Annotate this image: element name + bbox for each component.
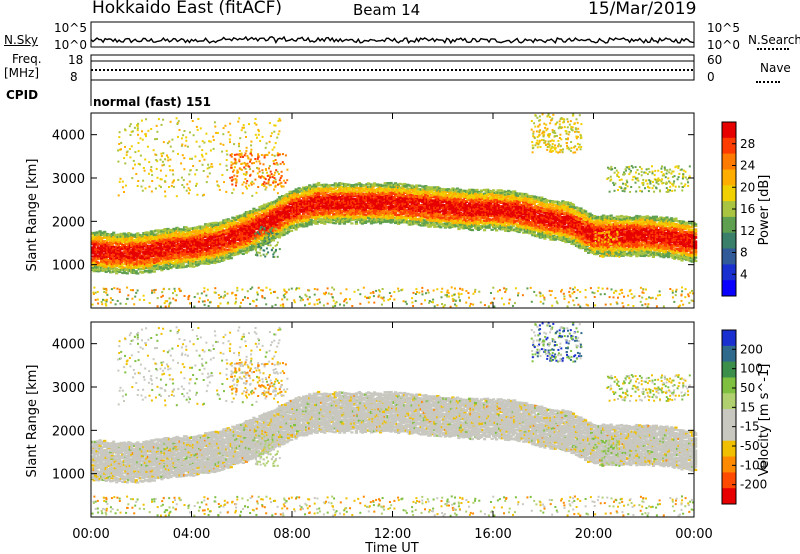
colorbar-swatch bbox=[722, 472, 736, 489]
colorbar-swatch bbox=[722, 377, 736, 394]
nsearch-legend-line bbox=[757, 48, 789, 50]
colorbar-swatch bbox=[722, 488, 736, 505]
cpid-label: CPID bbox=[6, 88, 38, 102]
colorbar-swatch bbox=[722, 345, 736, 363]
colorbar-swatch bbox=[722, 185, 736, 202]
colorbar-swatch bbox=[722, 361, 736, 378]
freq-unit-label: [MHz] bbox=[4, 66, 39, 80]
colorbar-tick-label: -50 bbox=[740, 439, 760, 453]
date-title: 15/Mar/2019 bbox=[588, 0, 696, 19]
x-axis-label: Time UT bbox=[364, 541, 418, 554]
noise-panel-frame bbox=[90, 21, 695, 48]
nave-tick-high: 60 bbox=[707, 53, 722, 67]
colorbar-swatch bbox=[722, 424, 736, 442]
power-heatmap bbox=[91, 113, 698, 308]
velocity-yticks: 1000 2000 3000 4000 bbox=[52, 338, 694, 483]
noise-trace bbox=[90, 35, 695, 45]
colorbar-swatch bbox=[722, 153, 736, 170]
colorbar-swatch bbox=[722, 456, 736, 473]
freq-label: Freq. bbox=[12, 52, 42, 66]
colorbar-tick-label: 50 bbox=[740, 381, 755, 395]
beam-title: Beam 14 bbox=[353, 1, 420, 19]
y-tick-label: 3000 bbox=[52, 381, 85, 396]
velocity-ylabel: Slant Range [km] bbox=[25, 365, 40, 478]
colorbar-tick-label: -200 bbox=[740, 478, 767, 492]
colorbar-swatch bbox=[722, 440, 736, 457]
x-tick-label: 08:00 bbox=[273, 527, 310, 542]
power-colorbar: 28 24 20 16 12 8 4 bbox=[721, 121, 755, 297]
y-tick-label: 2000 bbox=[52, 215, 85, 230]
colorbar-tick-label: 200 bbox=[740, 342, 763, 356]
colorbar-swatch bbox=[722, 201, 736, 218]
y-tick-label: 1000 bbox=[52, 259, 85, 274]
y-tick-label: 4000 bbox=[52, 129, 85, 144]
colorbar-swatch bbox=[722, 216, 736, 234]
colorbar-tick-label: 12 bbox=[740, 224, 755, 238]
colorbar-tick-label: 100 bbox=[740, 362, 763, 376]
nave-label: Nave bbox=[760, 61, 791, 75]
velocity-colorbar: 200 100 50 15 -15 -50 -100 -200 bbox=[721, 329, 767, 505]
nsky-tick-high: 10^5 bbox=[54, 21, 87, 35]
velocity-heatmap bbox=[91, 322, 698, 517]
noise-line bbox=[90, 35, 695, 45]
colorbar-swatch bbox=[722, 393, 736, 410]
x-tick-label: 20:00 bbox=[575, 527, 612, 542]
nsearch-label: N.Search bbox=[748, 33, 800, 47]
colorbar-tick-label: -15 bbox=[740, 420, 760, 434]
x-tick-label: 00:00 bbox=[72, 527, 109, 542]
power-ylabel: Slant Range [km] bbox=[25, 159, 40, 272]
colorbar-swatch bbox=[722, 248, 736, 265]
power-cbar-label: Power [dB] bbox=[757, 175, 772, 246]
colorbar-swatch bbox=[722, 169, 736, 186]
nsearch-tick-high: 10^5 bbox=[707, 21, 740, 35]
y-tick-label: 1000 bbox=[52, 468, 85, 483]
freq-tick-low: 8 bbox=[70, 70, 78, 84]
colorbar-frame bbox=[721, 329, 737, 505]
colorbar-swatch bbox=[722, 122, 736, 139]
colorbar-swatch bbox=[722, 280, 736, 297]
nsky-label: N.Sky bbox=[4, 33, 38, 47]
colorbar-tick-label: 4 bbox=[740, 267, 748, 281]
colorbar-tick-label: 15 bbox=[740, 400, 755, 414]
colorbar-swatch bbox=[722, 264, 736, 281]
x-tick-label: 12:00 bbox=[374, 527, 411, 542]
colorbar-swatch bbox=[722, 330, 736, 347]
nave-tick-low: 0 bbox=[707, 70, 715, 84]
x-tick-label: 04:00 bbox=[173, 527, 210, 542]
y-tick-label: 3000 bbox=[52, 172, 85, 187]
station-title: Hokkaido East (fitACF) bbox=[92, 0, 282, 18]
freq-tick-high: 18 bbox=[68, 53, 83, 67]
nsearch-tick-low: 10^0 bbox=[707, 38, 740, 52]
colorbar-tick-label: 8 bbox=[740, 246, 748, 260]
colorbar-tick-label: 28 bbox=[740, 137, 755, 151]
colorbar-swatch bbox=[722, 409, 736, 426]
nave-legend-line bbox=[756, 81, 780, 83]
x-tick-label: 00:00 bbox=[675, 527, 712, 542]
colorbar-tick-label: 16 bbox=[740, 202, 755, 216]
colorbar-swatch bbox=[722, 232, 736, 249]
y-tick-label: 2000 bbox=[52, 424, 85, 439]
nsky-tick-low: 10^0 bbox=[54, 38, 87, 52]
colorbar-swatch bbox=[722, 137, 736, 155]
colorbar-tick-label: 24 bbox=[740, 159, 755, 173]
colorbar-tick-label: 20 bbox=[740, 180, 755, 194]
colorbar-tick-label: -100 bbox=[740, 458, 767, 472]
velocity-cbar-label: Velocity [m s^-1] bbox=[757, 364, 772, 477]
x-ticks: 00:00 04:00 08:00 12:00 16:00 20:00 00:00 bbox=[72, 113, 713, 542]
mode-text: normal (fast) 151 bbox=[93, 95, 211, 109]
y-tick-label: 4000 bbox=[52, 338, 85, 353]
power-yticks: 1000 2000 3000 4000 bbox=[52, 129, 694, 274]
freq-panel-frame bbox=[90, 54, 695, 81]
x-tick-label: 16:00 bbox=[474, 527, 511, 542]
